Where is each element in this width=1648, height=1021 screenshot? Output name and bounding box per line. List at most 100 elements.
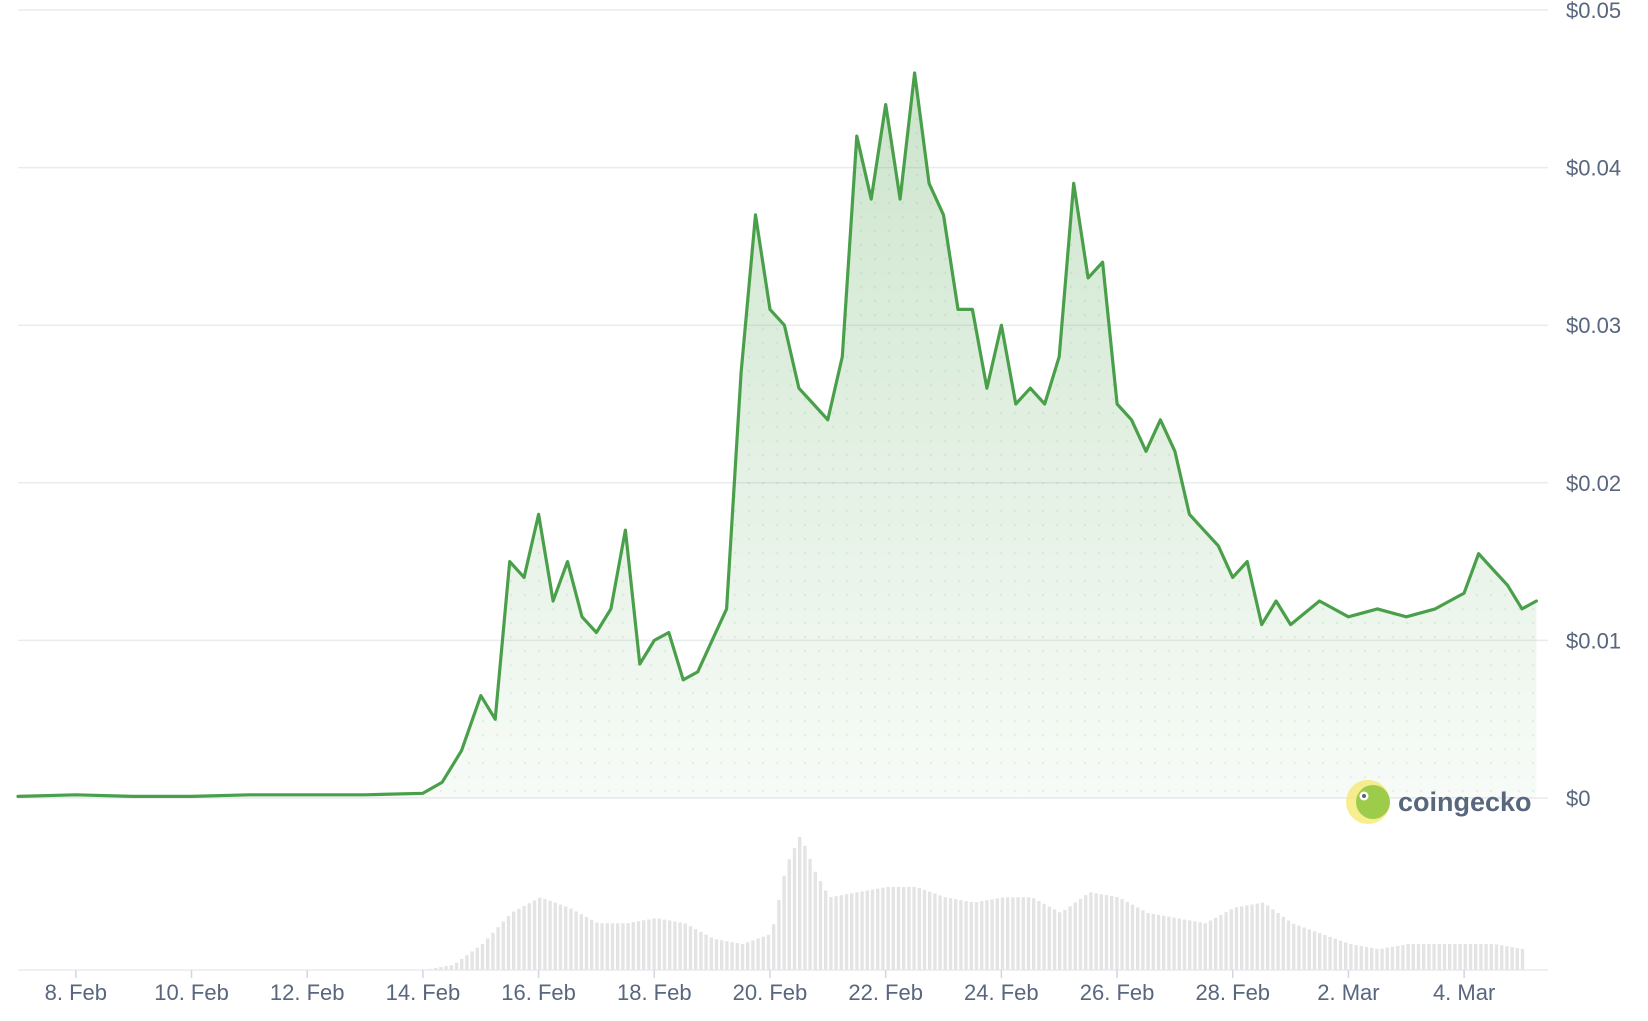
gecko-logo-icon [1346,780,1390,824]
volume-bar [1126,902,1129,970]
volume-bar [689,926,692,970]
volume-bar [938,895,941,970]
volume-bar [1022,897,1025,970]
volume-bar [1157,915,1160,970]
volume-bar [751,940,754,970]
volume-bar [814,872,817,970]
volume-bar [1240,906,1243,970]
volume-bar [902,887,905,970]
x-tick-label: 8. Feb [45,980,107,1005]
y-tick-label: $0.03 [1566,313,1621,338]
volume-bar [1011,897,1014,970]
volume-bar [1495,944,1498,970]
volume-bar [1339,941,1342,970]
volume-bar [621,923,624,970]
y-axis-ticks: $0$0.01$0.02$0.03$0.04$0.05 [1566,0,1621,811]
volume-bar [1214,918,1217,970]
volume-bar [611,923,614,970]
volume-bar [678,922,681,970]
volume-bar [444,966,447,970]
volume-bar [1271,909,1274,970]
volume-bar [1297,926,1300,970]
volume-bar [1318,933,1321,970]
volume-bar [1469,944,1472,970]
volume-bar [580,914,583,970]
volume-bar [1521,949,1524,970]
volume-bar [606,923,609,970]
volume-bar [767,935,770,970]
volume-bar [486,938,489,970]
volume-bar [1422,944,1425,970]
volume-bar [455,963,458,970]
volume-bar [1443,944,1446,970]
volume-bar [1105,895,1108,970]
volume-bar [798,837,801,970]
volume-bar [1037,901,1040,970]
volume-bar [1048,907,1051,970]
volume-bar [1396,946,1399,970]
volume-bar [1365,947,1368,970]
volume-bar [949,898,952,970]
volume-bar [1448,944,1451,970]
volume-bar [772,924,775,970]
volume-bar [1204,923,1207,970]
volume-bar [476,948,479,970]
volume-bar [1250,905,1253,970]
volume-bar [1484,944,1487,970]
volume-bar [892,887,895,970]
volume-bar [1458,944,1461,970]
volume-bar [736,943,739,970]
volume-bar [522,906,525,970]
volume-bar [944,897,947,970]
volume-bar [881,888,884,970]
volume-bar [1510,947,1513,970]
volume-bar [450,965,453,970]
volume-bar [585,917,588,970]
volume-bar [980,901,983,970]
volume-bar [1490,944,1493,970]
volume-bar [912,887,915,970]
volume-bar [1287,921,1290,970]
volume-bar [1131,905,1134,970]
volume-bar [600,923,603,970]
volume-bar [1360,946,1363,970]
volume-bar [933,894,936,970]
volume-bar [694,929,697,970]
volume-bar [626,923,629,970]
volume-bar [1162,916,1165,970]
volume-bar [1219,915,1222,970]
y-tick-label: $0 [1566,786,1590,811]
volume-bar [637,921,640,970]
coingecko-wordmark: coingecko [1398,787,1532,817]
volume-bar [533,900,536,970]
volume-bar [616,923,619,970]
volume-bar [1479,944,1482,970]
y-tick-label: $0.04 [1566,156,1621,181]
volume-bar [985,900,988,970]
volume-bar [1089,892,1092,970]
volume-bar [1167,917,1170,970]
volume-bar [668,921,671,970]
volume-bar [1328,937,1331,970]
volume-bar [1406,944,1409,970]
volume-bar [1120,899,1123,970]
volume-bar [1042,904,1045,970]
volume-bar [808,859,811,970]
volume-bar [470,951,473,970]
volume-bar [834,896,837,970]
volume-bar [990,899,993,970]
volume-bar [970,902,973,970]
volume-bar [1474,944,1477,970]
volume-bar [574,911,577,970]
volume-bar [1245,905,1248,970]
x-tick-label: 12. Feb [270,980,345,1005]
y-tick-label: $0.02 [1566,471,1621,496]
volume-bar [1235,907,1238,970]
volume-bar [658,919,661,970]
volume-bar [1516,948,1519,970]
volume-bar [746,942,749,970]
volume-bar [907,887,910,970]
volume-bar [496,927,499,970]
volume-bar [1323,935,1326,970]
y-tick-label: $0.01 [1566,628,1621,653]
